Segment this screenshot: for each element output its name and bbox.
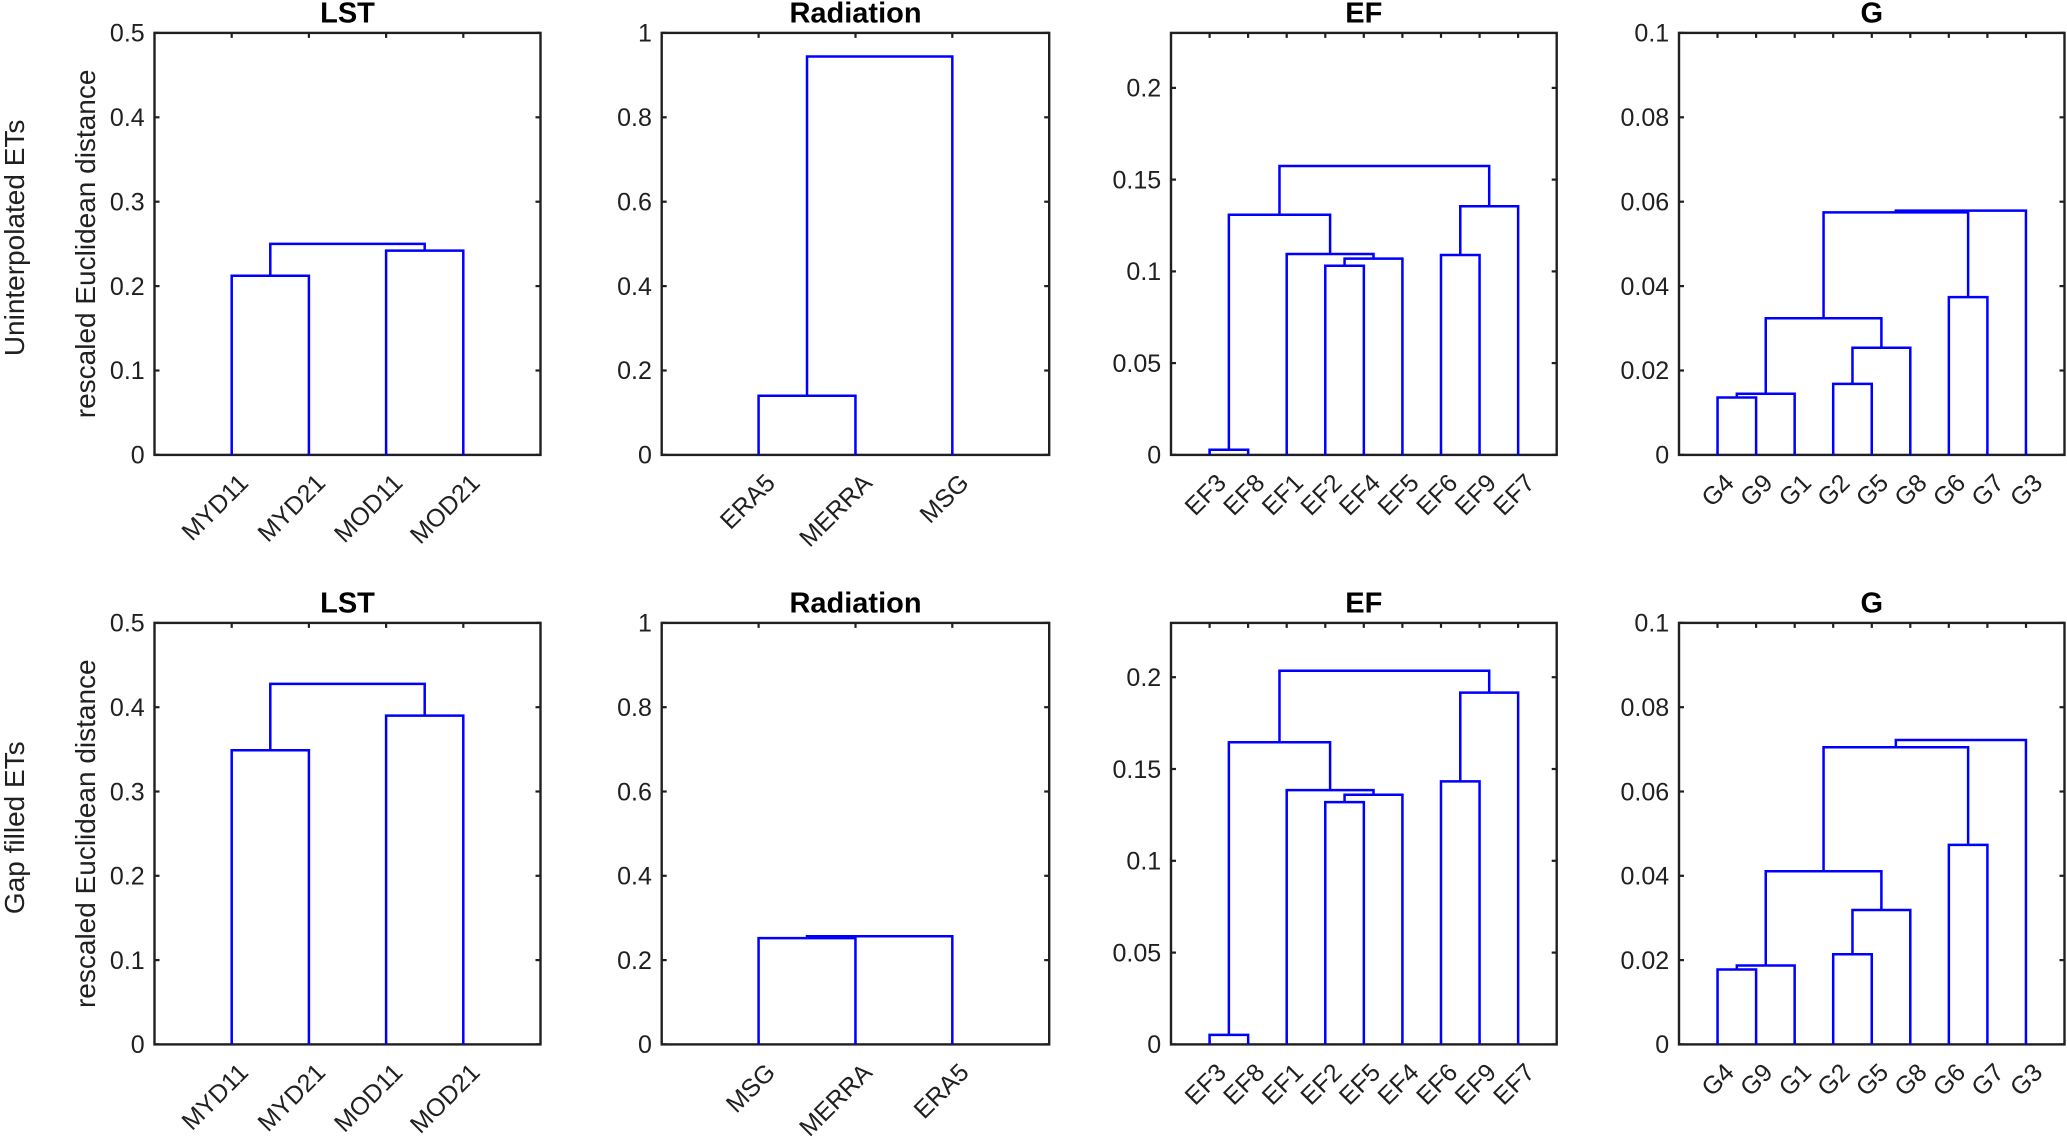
svg-text:0.15: 0.15 [1113, 166, 1162, 194]
svg-text:0.3: 0.3 [110, 778, 145, 806]
svg-text:0.02: 0.02 [1621, 357, 1670, 385]
svg-text:EF7: EF7 [1488, 1058, 1540, 1110]
svg-text:0.5: 0.5 [110, 610, 145, 638]
svg-text:LST: LST [320, 588, 375, 620]
svg-text:0.2: 0.2 [110, 273, 145, 301]
svg-text:0.2: 0.2 [617, 357, 652, 385]
svg-text:0.1: 0.1 [1634, 610, 1669, 638]
svg-text:0.2: 0.2 [110, 863, 145, 891]
svg-text:0.05: 0.05 [1113, 350, 1162, 378]
svg-text:G1: G1 [1774, 469, 1817, 512]
svg-text:G2: G2 [1812, 469, 1855, 512]
svg-text:MOD11: MOD11 [329, 469, 408, 548]
svg-text:0.15: 0.15 [1113, 756, 1162, 784]
svg-text:Gap filled ETs: Gap filled ETs [0, 741, 30, 914]
svg-text:MYD11: MYD11 [177, 469, 254, 546]
svg-text:MYD11: MYD11 [177, 1058, 254, 1135]
svg-text:G8: G8 [1889, 469, 1932, 512]
svg-text:G8: G8 [1889, 1058, 1932, 1101]
svg-text:G6: G6 [1928, 469, 1971, 512]
svg-text:0.1: 0.1 [110, 947, 145, 975]
svg-text:G4: G4 [1696, 1058, 1739, 1101]
svg-text:G2: G2 [1812, 1058, 1855, 1101]
svg-text:1: 1 [638, 20, 652, 48]
svg-text:0.3: 0.3 [110, 188, 145, 216]
svg-text:MERRA: MERRA [794, 469, 878, 553]
svg-text:Radiation: Radiation [789, 588, 921, 620]
svg-text:MYD21: MYD21 [252, 1058, 331, 1137]
svg-text:0.6: 0.6 [617, 188, 652, 216]
svg-text:0.1: 0.1 [1126, 258, 1161, 286]
svg-text:EF: EF [1345, 588, 1382, 620]
svg-text:0: 0 [1655, 1031, 1669, 1059]
svg-text:0.05: 0.05 [1113, 939, 1162, 967]
svg-text:rescaled Euclidean distance: rescaled Euclidean distance [70, 659, 101, 1008]
svg-text:0.2: 0.2 [1126, 664, 1161, 692]
svg-text:0.8: 0.8 [617, 694, 652, 722]
svg-text:MOD21: MOD21 [405, 1058, 486, 1139]
svg-text:0.08: 0.08 [1621, 104, 1670, 132]
svg-text:ERA5: ERA5 [909, 1058, 975, 1124]
svg-text:0: 0 [1147, 1031, 1161, 1059]
svg-text:G6: G6 [1928, 1058, 1971, 1101]
svg-text:0.8: 0.8 [617, 104, 652, 132]
svg-text:G1: G1 [1774, 1058, 1817, 1101]
svg-text:G3: G3 [2005, 469, 2048, 512]
svg-text:1: 1 [638, 610, 652, 638]
svg-text:0.04: 0.04 [1621, 273, 1670, 301]
svg-text:0.1: 0.1 [1634, 20, 1669, 48]
svg-text:MOD21: MOD21 [405, 469, 486, 550]
svg-text:0: 0 [1655, 442, 1669, 470]
svg-text:0: 0 [638, 1031, 652, 1059]
svg-text:0.4: 0.4 [617, 273, 652, 301]
svg-text:0.2: 0.2 [1126, 75, 1161, 103]
svg-text:0: 0 [131, 442, 145, 470]
svg-text:G7: G7 [1966, 1058, 2009, 1101]
svg-text:Radiation: Radiation [789, 0, 921, 30]
svg-text:0.6: 0.6 [617, 778, 652, 806]
svg-text:ERA5: ERA5 [715, 469, 781, 535]
svg-text:0.4: 0.4 [617, 863, 652, 891]
svg-text:0.04: 0.04 [1621, 863, 1670, 891]
svg-text:G3: G3 [2005, 1058, 2048, 1101]
svg-text:G7: G7 [1966, 469, 2009, 512]
svg-text:0: 0 [1147, 442, 1161, 470]
svg-text:MYD21: MYD21 [252, 469, 331, 548]
svg-text:G: G [1861, 588, 1884, 620]
svg-text:EF: EF [1345, 0, 1382, 30]
svg-text:0.4: 0.4 [110, 104, 145, 132]
svg-text:MSG: MSG [721, 1058, 781, 1118]
svg-text:0.08: 0.08 [1621, 694, 1670, 722]
svg-text:MERRA: MERRA [794, 1058, 878, 1140]
svg-text:EF7: EF7 [1488, 469, 1540, 521]
svg-text:0.1: 0.1 [110, 357, 145, 385]
svg-text:0.06: 0.06 [1621, 188, 1670, 216]
svg-text:0.06: 0.06 [1621, 778, 1670, 806]
svg-text:0.2: 0.2 [617, 947, 652, 975]
svg-text:rescaled Euclidean distance: rescaled Euclidean distance [70, 70, 101, 419]
svg-text:LST: LST [320, 0, 375, 30]
svg-text:0.4: 0.4 [110, 694, 145, 722]
svg-text:0: 0 [638, 442, 652, 470]
svg-text:G9: G9 [1735, 1058, 1778, 1101]
svg-text:0.5: 0.5 [110, 20, 145, 48]
svg-text:0: 0 [131, 1031, 145, 1059]
svg-text:MSG: MSG [914, 469, 974, 529]
svg-text:0.02: 0.02 [1621, 947, 1670, 975]
svg-text:G4: G4 [1696, 469, 1739, 512]
svg-text:G5: G5 [1851, 469, 1894, 512]
svg-text:0.1: 0.1 [1126, 848, 1161, 876]
svg-text:MOD11: MOD11 [329, 1058, 408, 1137]
svg-text:G9: G9 [1735, 469, 1778, 512]
svg-text:Uninterpolated ETs: Uninterpolated ETs [0, 120, 30, 357]
svg-text:G: G [1861, 0, 1884, 30]
svg-text:G5: G5 [1851, 1058, 1894, 1101]
